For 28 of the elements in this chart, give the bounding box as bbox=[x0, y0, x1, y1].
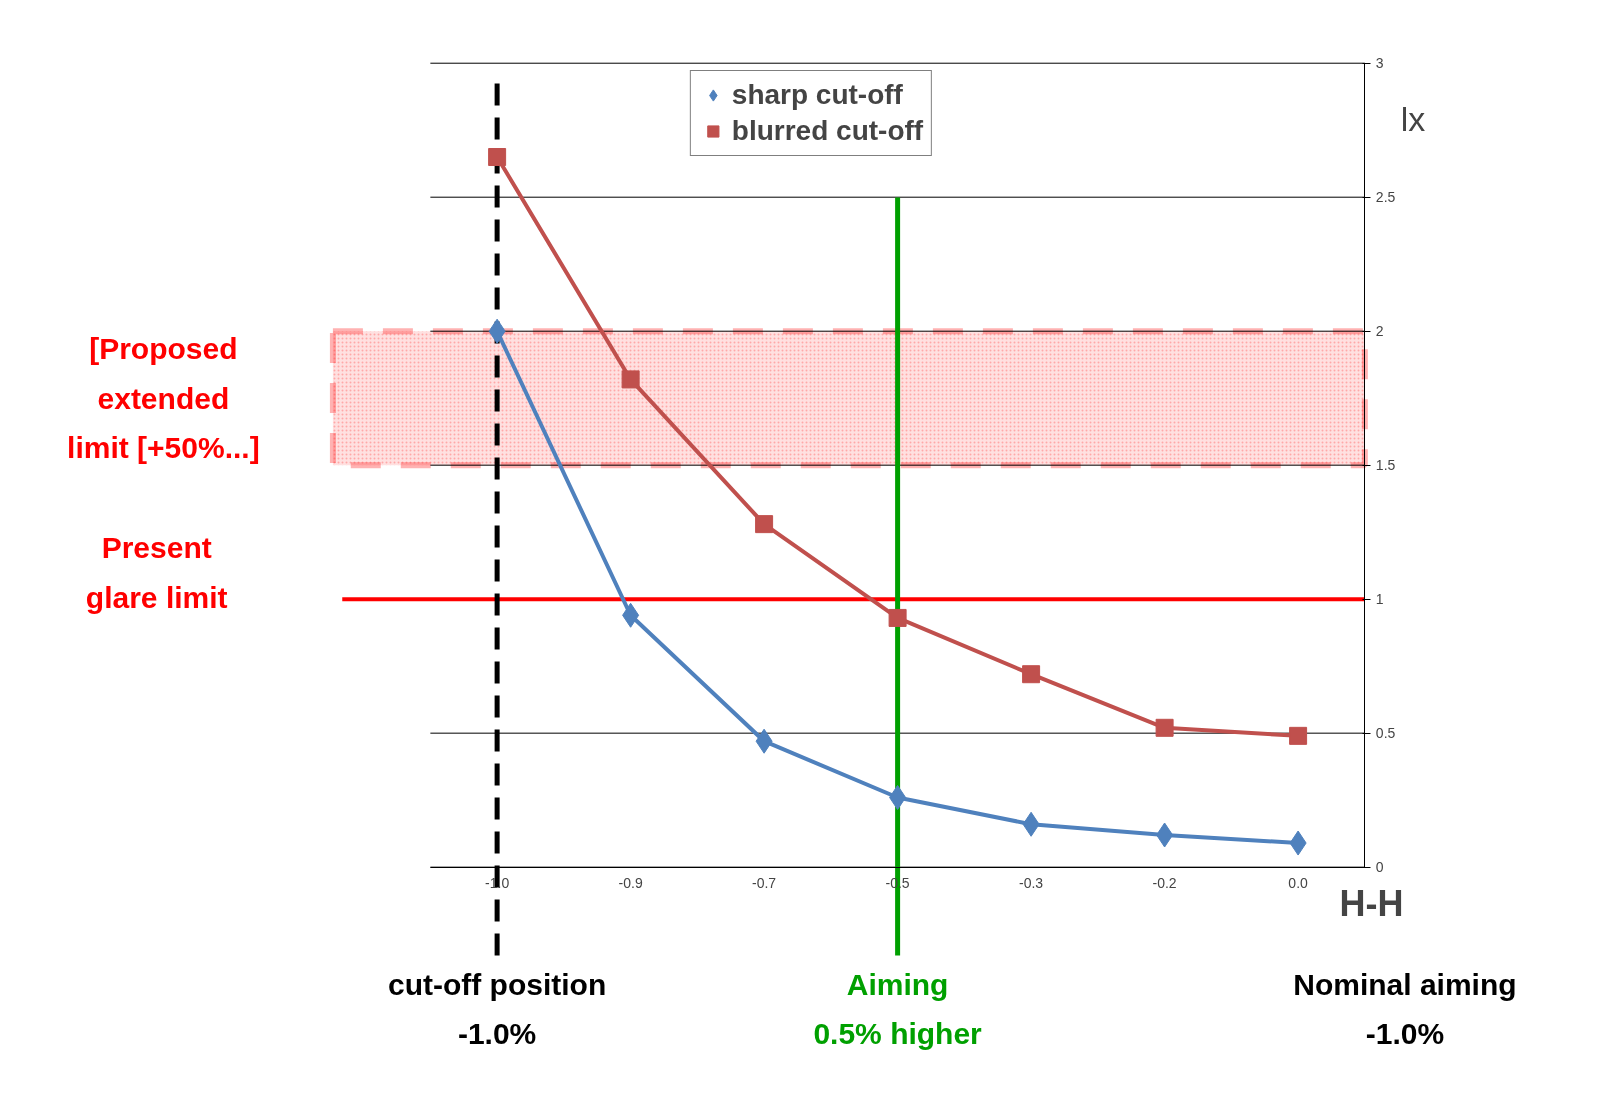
point bbox=[621, 370, 640, 389]
y-tick-label: 0.5 bbox=[1375, 725, 1396, 742]
x-tick-label: -0.3 bbox=[1019, 875, 1044, 892]
y-axis-title: lx bbox=[1400, 100, 1426, 139]
point bbox=[755, 515, 774, 534]
point bbox=[1289, 726, 1308, 745]
legend-label: sharp cut-off bbox=[731, 79, 903, 111]
y-tick-label: 1 bbox=[1375, 591, 1384, 608]
y-tick-label: 2 bbox=[1375, 323, 1384, 340]
point bbox=[888, 608, 907, 627]
x-axis-title: H-H bbox=[1339, 882, 1404, 924]
point bbox=[488, 148, 507, 166]
text: Nominal aiming -1.0% bbox=[1293, 967, 1517, 1051]
x-tick-label: -0.7 bbox=[752, 875, 777, 892]
band-label: [Proposed extended limit [+50%...] bbox=[67, 332, 260, 465]
x-tick-label: -0.9 bbox=[618, 875, 643, 892]
ref-line-label: Present glare limit bbox=[85, 531, 228, 614]
y-tick-label: 3 bbox=[1375, 55, 1384, 72]
ref-line-label: cut-off position -1.0% bbox=[387, 967, 607, 1051]
x-tick-label: 0.0 bbox=[1288, 875, 1309, 892]
ref-line-label: Aiming 0.5% higher bbox=[813, 967, 983, 1051]
point bbox=[1155, 718, 1174, 737]
y-tick-label: 2.5 bbox=[1375, 189, 1396, 206]
point bbox=[1022, 665, 1041, 684]
legend-label: blurred cut-off bbox=[731, 115, 924, 147]
y-tick-label: 0 bbox=[1375, 859, 1384, 876]
y-tick-label: 1.5 bbox=[1375, 457, 1396, 474]
x-tick-label: -0.2 bbox=[1152, 875, 1177, 892]
